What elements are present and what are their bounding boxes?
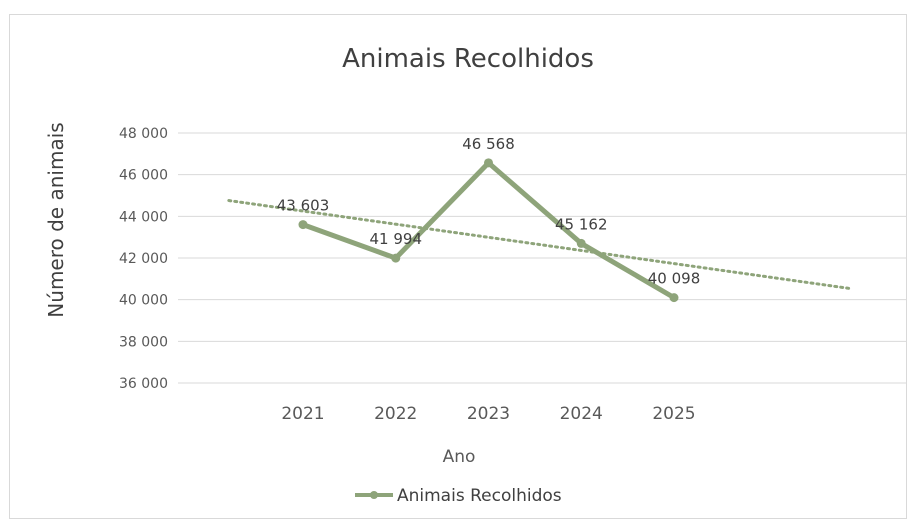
data-point: [576, 238, 586, 248]
data-point: [298, 220, 308, 230]
x-axis-title: Ano: [443, 447, 476, 467]
data-label: 43 603: [277, 197, 330, 215]
x-tick-label: 2021: [281, 404, 324, 424]
x-tick-label: 2023: [467, 404, 510, 424]
data-point: [391, 253, 401, 263]
data-label: 41 994: [370, 230, 423, 248]
data-point: [669, 293, 679, 303]
y-tick-label: 46 000: [119, 168, 168, 184]
series-line: [302, 160, 676, 300]
y-axis-title: Número de animais: [44, 122, 68, 317]
trendline: [227, 199, 852, 291]
legend: Animais Recolhidos: [355, 486, 562, 506]
chart-title: Animais Recolhidos: [342, 44, 594, 74]
y-tick-label: 44 000: [119, 209, 168, 225]
gridlines: [178, 132, 906, 384]
y-axis-ticks: 48 000 46 000 44 000 42 000 40 000 38 000 36 0…: [119, 126, 168, 392]
legend-label: Animais Recolhidos: [397, 486, 562, 506]
x-tick-label: 2025: [652, 404, 695, 424]
y-tick-label: 48 000: [119, 126, 168, 142]
x-axis-ticks: 2021 2022 2023 2024 2025: [281, 404, 695, 424]
y-tick-label: 36 000: [119, 376, 168, 392]
data-labels: 43 603 41 994 46 568 45 162 40 098: [277, 135, 701, 288]
line-chart: Animais Recolhidos Número de animais 48 …: [44, 44, 906, 506]
data-label: 40 098: [648, 270, 701, 288]
trendline-path: [227, 199, 852, 291]
data-label: 46 568: [462, 135, 515, 153]
legend-swatch-marker: [370, 491, 378, 499]
x-tick-label: 2024: [560, 404, 603, 424]
x-tick-label: 2022: [374, 404, 417, 424]
y-tick-label: 38 000: [119, 334, 168, 350]
y-tick-label: 40 000: [119, 293, 168, 309]
data-point: [484, 158, 493, 168]
chart-frame: Animais Recolhidos Número de animais 48 …: [9, 14, 907, 519]
y-tick-label: 42 000: [119, 251, 168, 267]
data-label: 45 162: [555, 215, 608, 233]
series-group: [298, 158, 679, 303]
